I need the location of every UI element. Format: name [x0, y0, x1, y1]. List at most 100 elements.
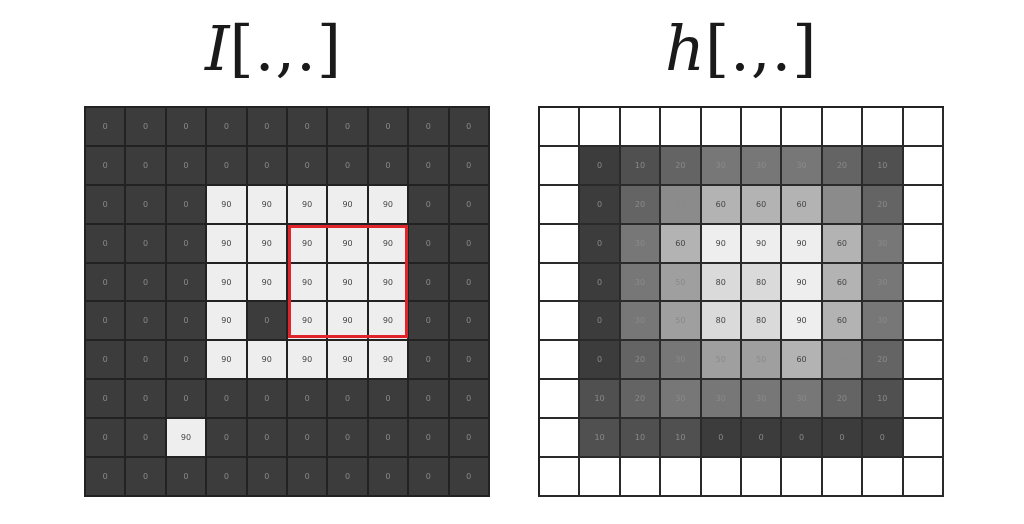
input-pixel-cell: 0 [166, 224, 208, 264]
input-pixel-cell: 0 [86, 185, 127, 225]
input-pixel-cell: 0 [449, 224, 490, 264]
input-pixel-cell: 0 [207, 380, 248, 420]
input-pixel-cell: 0 [328, 419, 369, 459]
output-pixel-cell: 20 [863, 185, 904, 225]
input-pixel-cell: 0 [449, 302, 490, 342]
input-pixel-cell: 0 [368, 458, 410, 497]
output-pixel-cell [741, 108, 783, 147]
input-pixel-cell: 90 [247, 185, 288, 225]
input-pixel-cell: 0 [86, 146, 127, 186]
input-pixel-cell: 0 [328, 380, 369, 420]
input-pixel-cell: 0 [86, 263, 127, 303]
input-pixel-cell: 0 [247, 108, 288, 147]
input-pixel-cell: 0 [126, 185, 167, 225]
output-pixel-cell [741, 458, 783, 497]
output-pixel-cell: 60 [782, 185, 823, 225]
output-pixel-cell [863, 458, 904, 497]
output-pixel-cell: 10 [580, 419, 621, 459]
output-pixel-cell [620, 108, 662, 147]
input-pixel-cell: 0 [449, 146, 490, 186]
input-pixel-cell: 0 [409, 263, 450, 303]
input-pixel-cell: 90 [247, 263, 288, 303]
title-h-index: [.,.] [704, 12, 818, 85]
input-pixel-cell: 0 [449, 341, 490, 381]
output-pixel-cell [701, 108, 742, 147]
output-pixel-cell: 20 [620, 380, 662, 420]
output-pixel-cell: 0 [580, 146, 621, 186]
input-pixel-cell: 0 [328, 108, 369, 147]
input-pixel-cell: 0 [126, 263, 167, 303]
title-I: I[.,.] [205, 4, 342, 94]
input-pixel-cell: 0 [166, 263, 208, 303]
output-pixel-cell [540, 458, 581, 497]
output-pixel-cell: 20 [863, 341, 904, 381]
input-pixel-cell: 0 [409, 380, 450, 420]
input-pixel-cell: 90 [328, 224, 369, 264]
output-pixel-cell: 30 [782, 380, 823, 420]
input-pixel-cell: 0 [126, 419, 167, 459]
output-pixel-cell [782, 458, 823, 497]
input-pixel-cell: 90 [247, 341, 288, 381]
output-pixel-cell [540, 146, 581, 186]
input-pixel-cell: 90 [287, 224, 329, 264]
input-pixel-cell: 0 [126, 380, 167, 420]
input-pixel-cell: 0 [368, 419, 410, 459]
input-pixel-cell: 0 [207, 108, 248, 147]
output-pixel-cell: 60 [661, 224, 702, 264]
input-pixel-cell: 0 [287, 458, 329, 497]
input-pixel-cell: 0 [409, 458, 450, 497]
output-pixel-cell: 10 [580, 380, 621, 420]
input-pixel-cell: 90 [287, 185, 329, 225]
input-pixel-cell: 0 [409, 146, 450, 186]
input-pixel-cell: 0 [409, 419, 450, 459]
output-pixel-cell: 40 [822, 341, 864, 381]
output-pixel-cell: 30 [863, 263, 904, 303]
output-pixel-cell: 0 [822, 419, 864, 459]
input-pixel-cell: 0 [247, 419, 288, 459]
title-I-index: [.,.] [229, 12, 343, 85]
title-I-variable: I [205, 12, 230, 85]
output-pixel-cell [580, 458, 621, 497]
output-pixel-cell: 30 [863, 302, 904, 342]
output-pixel-cell: 0 [580, 224, 621, 264]
input-pixel-cell: 90 [328, 185, 369, 225]
input-pixel-cell: 0 [166, 302, 208, 342]
output-pixel-cell: 90 [701, 224, 742, 264]
output-pixel-cell [540, 108, 581, 147]
output-pixel-cell: 10 [620, 146, 662, 186]
output-pixel-cell [822, 108, 864, 147]
output-pixel-cell: 80 [741, 263, 783, 303]
output-pixel-cell [903, 263, 944, 303]
input-pixel-cell: 0 [166, 341, 208, 381]
input-pixel-cell: 0 [207, 458, 248, 497]
input-pixel-cell: 0 [126, 458, 167, 497]
output-pixel-cell [822, 458, 864, 497]
input-pixel-cell: 90 [207, 302, 248, 342]
output-pixel-cell [540, 380, 581, 420]
input-pixel-cell: 0 [86, 224, 127, 264]
input-pixel-cell: 0 [86, 108, 127, 147]
output-pixel-cell: 30 [620, 224, 662, 264]
input-pixel-cell: 90 [368, 341, 410, 381]
output-pixel-cell: 30 [701, 380, 742, 420]
input-pixel-cell: 0 [86, 458, 127, 497]
output-pixel-cell: 60 [741, 185, 783, 225]
output-pixel-cell [903, 146, 944, 186]
input-pixel-cell: 90 [328, 341, 369, 381]
output-pixel-cell: 90 [782, 263, 823, 303]
output-pixel-cell: 30 [620, 263, 662, 303]
output-pixel-cell: 50 [661, 302, 702, 342]
input-pixel-cell: 0 [368, 108, 410, 147]
input-pixel-cell: 0 [368, 146, 410, 186]
input-pixel-cell: 0 [247, 146, 288, 186]
output-pixel-cell [580, 108, 621, 147]
output-pixel-cell: 50 [661, 263, 702, 303]
output-pixel-cell: 30 [661, 380, 702, 420]
output-pixel-cell [540, 341, 581, 381]
output-pixel-cell [661, 108, 702, 147]
output-pixel-cell: 30 [741, 380, 783, 420]
input-pixel-cell: 90 [207, 263, 248, 303]
output-pixel-cell [903, 185, 944, 225]
input-pixel-cell: 0 [207, 419, 248, 459]
output-pixel-cell [620, 458, 662, 497]
